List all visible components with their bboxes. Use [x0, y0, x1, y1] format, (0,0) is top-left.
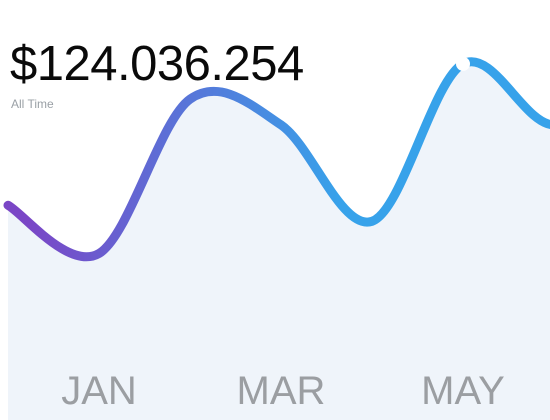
- x-axis-ticks: JANMARMAYJUL: [61, 369, 505, 413]
- x-tick-label-may: MAY: [421, 369, 505, 413]
- x-tick-label-jan: JAN: [61, 369, 137, 413]
- chart-area-fill: [8, 61, 550, 420]
- total-period-label: All Time: [11, 97, 54, 111]
- x-tick-label-mar: MAR: [237, 369, 326, 413]
- total-value: $124.036.254: [10, 37, 304, 91]
- series-line: [3, 57, 550, 262]
- highlight-point-marker[interactable]: [456, 56, 470, 71]
